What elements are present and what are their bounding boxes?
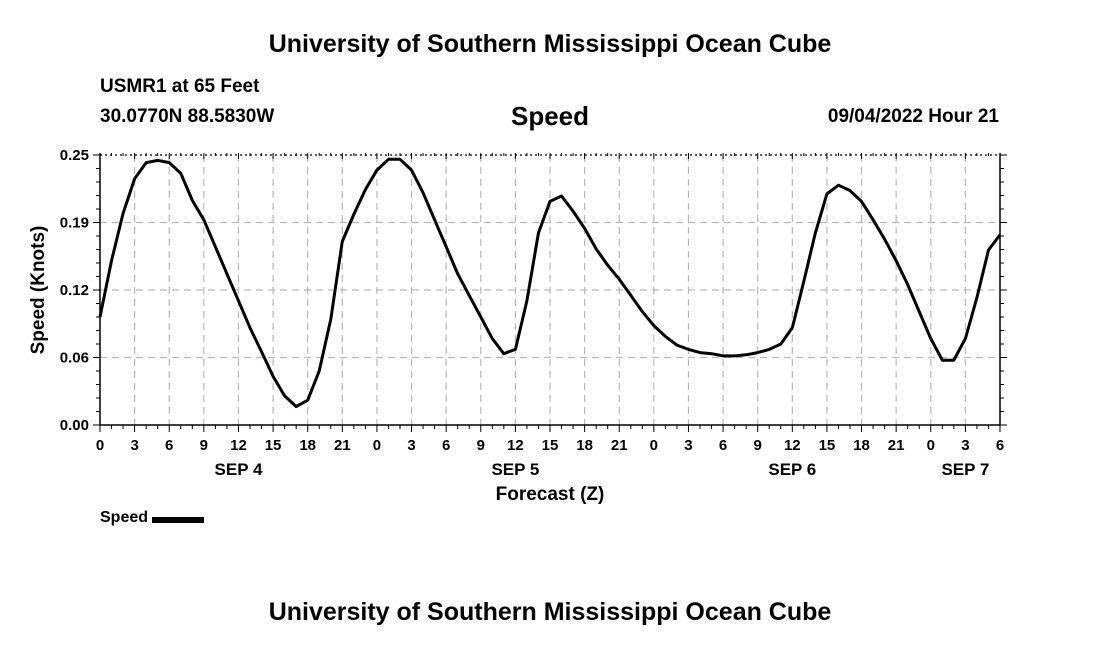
footer-title: University of Southern Mississippi Ocean… — [268, 598, 832, 626]
x-tick-label: 6 — [719, 437, 727, 454]
x-tick-label: 18 — [576, 437, 593, 454]
x-tick-label: 3 — [130, 437, 138, 454]
x-tick-label: 21 — [334, 437, 351, 454]
x-tick-label: 3 — [684, 437, 692, 454]
x-tick-label: 21 — [888, 437, 905, 454]
legend: Speed — [100, 509, 205, 527]
x-tick-label: 3 — [961, 437, 969, 454]
x-axis-label: Forecast (Z) — [496, 484, 605, 505]
day-label: SEP 6 — [768, 460, 816, 479]
variable-title: Speed — [510, 101, 590, 131]
x-tick-label: 18 — [299, 437, 316, 454]
day-label: SEP 4 — [215, 460, 263, 479]
legend-line-swatch — [152, 516, 205, 523]
x-tick-label: 15 — [542, 437, 559, 454]
chart-main-title: University of Southern Mississippi Ocean… — [268, 30, 832, 58]
x-tick-label: 0 — [373, 437, 381, 454]
x-tick-label: 3 — [407, 437, 415, 454]
x-tick-label: 9 — [200, 437, 208, 454]
day-label: SEP 5 — [491, 460, 539, 479]
day-label: SEP 7 — [941, 460, 989, 479]
coordinates-label: 30.0770N 88.5830W — [100, 106, 275, 127]
x-tick-label: 6 — [996, 437, 1004, 454]
tick-labels-layer: 0 3 6 9 12 15 18 21 0 3 6 9 12 15 18 21 0 3 6 9 12 15 18 21 0 3 6 0… — [60, 147, 1004, 479]
x-tick-label: 0 — [650, 437, 658, 454]
x-tick-label: 12 — [507, 437, 524, 454]
legend-label: Speed — [100, 509, 149, 526]
datetime-label: 09/04/2022 Hour 21 — [827, 106, 999, 127]
x-tick-label: 21 — [611, 437, 628, 454]
x-tick-label: 12 — [784, 437, 801, 454]
x-tick-label: 0 — [96, 437, 104, 454]
x-tick-label: 6 — [165, 437, 173, 454]
x-tick-label: 15 — [265, 437, 282, 454]
y-tick-label: 0.12 — [60, 282, 89, 299]
y-tick-label: 0.06 — [60, 350, 89, 367]
x-tick-label: 18 — [853, 437, 870, 454]
station-label: USMR1 at 65 Feet — [100, 76, 260, 97]
x-tick-label: 9 — [477, 437, 485, 454]
y-tick-label: 0.19 — [60, 215, 89, 232]
y-tick-label: 0.25 — [60, 147, 89, 164]
x-tick-label: 0 — [927, 437, 935, 454]
x-tick-label: 12 — [230, 437, 247, 454]
series-line-speed — [98, 157, 1002, 409]
x-tick-label: 15 — [819, 437, 836, 454]
ticks-layer — [93, 153, 1007, 432]
x-tick-label: 9 — [754, 437, 762, 454]
x-tick-label: 6 — [442, 437, 450, 454]
y-axis-label: Speed (Knots) — [28, 226, 49, 355]
y-tick-label: 0.00 — [60, 417, 89, 434]
